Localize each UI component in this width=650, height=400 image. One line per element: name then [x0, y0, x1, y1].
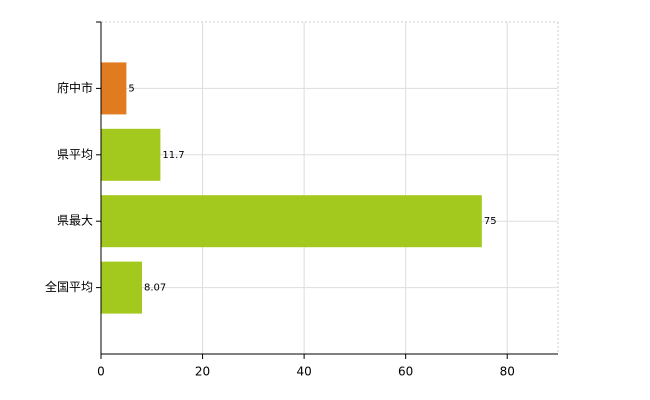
- bar: [101, 128, 161, 181]
- y-tick-label: 県最大: [57, 214, 93, 228]
- x-tick-label: 40: [296, 365, 311, 379]
- value-label: 11.7: [162, 150, 184, 161]
- bar: [101, 261, 142, 314]
- value-label: 75: [484, 216, 497, 227]
- bar: [101, 62, 127, 115]
- x-tick-label: 60: [398, 365, 413, 379]
- value-label: 8.07: [144, 283, 166, 294]
- value-label: 5: [128, 83, 134, 94]
- x-tick-label: 0: [97, 365, 105, 379]
- bar: [101, 195, 482, 248]
- x-tick-label: 20: [195, 365, 210, 379]
- y-tick-label: 全国平均: [45, 279, 93, 294]
- x-tick-label: 80: [500, 365, 515, 379]
- y-tick-label: 府中市: [57, 80, 93, 95]
- y-tick-label: 県平均: [57, 147, 93, 161]
